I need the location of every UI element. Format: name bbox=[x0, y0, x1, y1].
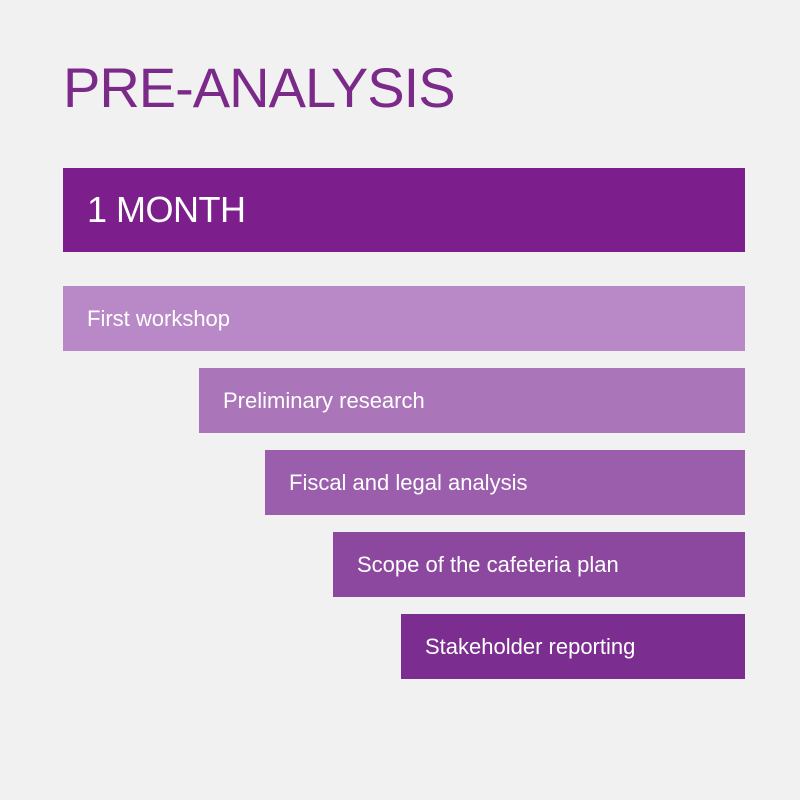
phase-bar: Fiscal and legal analysis bbox=[265, 450, 745, 515]
bar-label: Preliminary research bbox=[223, 388, 425, 414]
duration-bar: 1 MONTH bbox=[63, 168, 745, 252]
bar-label: Scope of the cafeteria plan bbox=[357, 552, 619, 578]
phase-bar: Scope of the cafeteria plan bbox=[333, 532, 745, 597]
section-title: PRE-ANALYSIS bbox=[63, 55, 455, 120]
bar-label: 1 MONTH bbox=[87, 189, 246, 231]
bar-label: Stakeholder reporting bbox=[425, 634, 635, 660]
bar-label: Fiscal and legal analysis bbox=[289, 470, 527, 496]
canvas: PRE-ANALYSIS 1 MONTH First workshop Prelim… bbox=[0, 0, 800, 800]
phase-bar: Preliminary research bbox=[199, 368, 745, 433]
bar-label: First workshop bbox=[87, 306, 230, 332]
phase-bar: First workshop bbox=[63, 286, 745, 351]
phase-bar: Stakeholder reporting bbox=[401, 614, 745, 679]
